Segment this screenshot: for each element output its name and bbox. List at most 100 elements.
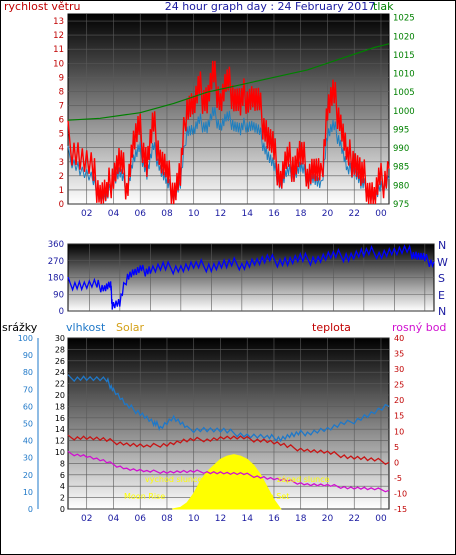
dew-point-series-line: [67, 450, 390, 493]
sunrise-label: východ slunce: [145, 475, 202, 484]
y-left-tick-label: 8: [59, 87, 64, 97]
y-temperature-tick-label: 35: [394, 350, 404, 359]
x-tick-label: 02: [81, 514, 92, 524]
dew-point-label: rosný bod: [392, 321, 446, 334]
y-humidity-tick-label: 4: [60, 482, 65, 491]
y-rain-tick-label: 70: [23, 385, 33, 394]
x-tick-label: 12: [215, 514, 226, 524]
y-temperature-tick-label: -5: [394, 474, 402, 483]
y-left-tick-label: 9: [59, 73, 64, 83]
x-tick-label: 16: [268, 514, 280, 524]
y-left-tick-label: 10: [53, 59, 64, 69]
y-humidity-tick-label: 10: [55, 448, 65, 457]
y-temperature-tick-label: 30: [394, 365, 404, 374]
y-left-tick-label: 12: [53, 31, 64, 41]
y-humidity-tick-label: 2: [60, 494, 65, 503]
y-humidity-tick-label: 12: [55, 437, 65, 446]
x-tick-label: 18: [295, 209, 307, 219]
rain-label: srážky: [2, 321, 38, 334]
y-rain-tick-label: 80: [23, 368, 33, 377]
y-left-tick-label: 7: [59, 101, 64, 111]
y-left-tick-label: 4: [59, 144, 64, 154]
compass-s: S: [438, 272, 445, 285]
y-temperature-tick-label: 10: [394, 427, 404, 436]
x-tick-label: 06: [134, 514, 146, 524]
y-temperature-tick-label: 15: [394, 412, 404, 421]
x-tick-label: 12: [215, 209, 226, 219]
y-rain-tick-label: 40: [23, 437, 33, 446]
humidity-series-line: [67, 374, 390, 443]
y-direction-tick-label: 180: [48, 274, 64, 284]
y-humidity-tick-label: 20: [55, 391, 65, 400]
x-tick-label: 08: [161, 514, 173, 524]
y-right-tick-label: 995: [393, 125, 409, 135]
y-rain-tick-label: 30: [23, 454, 33, 463]
y-temperature-tick-label: 0: [394, 458, 399, 467]
x-tick-label: 22: [348, 514, 359, 524]
x-tick-label: 04: [108, 209, 120, 219]
y-humidity-tick-label: 30: [55, 334, 65, 343]
y-humidity-tick-label: 16: [55, 414, 65, 423]
x-tick-label: 20: [322, 209, 334, 219]
y-left-tick-label: 5: [59, 130, 64, 140]
y-humidity-tick-label: 14: [55, 425, 65, 434]
y-temperature-tick-label: 40: [394, 334, 404, 343]
x-tick-label: 14: [241, 209, 253, 219]
y-humidity-tick-label: 6: [60, 471, 65, 480]
y-rain-tick-label: 10: [23, 488, 33, 497]
y-left-tick-label: 6: [59, 116, 64, 126]
x-tick-label: 08: [161, 209, 173, 219]
y-right-tick-label: 1005: [393, 88, 415, 98]
y-right-tick-label: 985: [393, 163, 409, 173]
wind-speed-label: rychlost větru: [4, 0, 80, 13]
humidity-label: vlhkost: [66, 321, 106, 334]
x-tick-label: 18: [295, 514, 307, 524]
compass-n-top: N: [438, 239, 446, 252]
x-tick-label: 10: [188, 514, 200, 524]
wind-series-line: [67, 60, 390, 205]
y-direction-tick-label: 270: [48, 257, 64, 267]
y-temperature-tick-label: 25: [394, 381, 404, 390]
y-temperature-tick-label: -15: [394, 505, 407, 514]
y-left-tick-label: 2: [59, 172, 64, 182]
y-left-tick-label: 11: [53, 45, 64, 55]
y-direction-tick-label: 360: [48, 240, 64, 250]
temperature-label: teplota: [312, 321, 351, 334]
y-humidity-tick-label: 0: [60, 505, 65, 514]
y-right-tick-label: 975: [393, 200, 409, 210]
pressure-label: tlak: [373, 0, 394, 13]
compass-w: W: [437, 256, 448, 269]
y-left-tick-label: 0: [59, 200, 64, 210]
y-direction-tick-label: 0: [59, 307, 64, 317]
y-rain-tick-label: 100: [18, 334, 33, 343]
y-temperature-tick-label: 5: [394, 443, 399, 452]
y-right-tick-label: 990: [393, 144, 409, 154]
x-tick-label: 04: [108, 514, 120, 524]
y-humidity-tick-label: 8: [60, 459, 65, 468]
compass-e: E: [438, 289, 445, 302]
x-tick-label: 16: [268, 209, 280, 219]
y-right-tick-label: 1025: [393, 14, 415, 24]
x-tick-label: 00: [375, 209, 387, 219]
y-humidity-tick-label: 22: [55, 380, 65, 389]
y-left-tick-label: 3: [59, 158, 64, 168]
sunset-label: západ slunce: [277, 475, 330, 484]
x-tick-label: 00: [375, 514, 387, 524]
pressure-series-line: [67, 43, 390, 121]
y-left-tick-label: 13: [53, 17, 64, 27]
solar-area: [172, 454, 282, 510]
temperature-series-line: [67, 434, 390, 465]
direction-series-line: [67, 244, 435, 310]
y-right-tick-label: 1015: [393, 51, 415, 61]
x-tick-label: 20: [322, 514, 334, 524]
y-humidity-tick-label: 24: [55, 368, 65, 377]
x-tick-label: 22: [348, 209, 359, 219]
y-humidity-tick-label: 18: [55, 402, 65, 411]
y-direction-tick-label: 90: [53, 290, 64, 300]
y-rain-tick-label: 20: [23, 471, 33, 480]
y-temperature-tick-label: 20: [394, 396, 404, 405]
y-right-tick-label: 980: [393, 181, 409, 191]
y-humidity-tick-label: 28: [55, 345, 65, 354]
y-left-tick-label: 1: [59, 186, 64, 196]
